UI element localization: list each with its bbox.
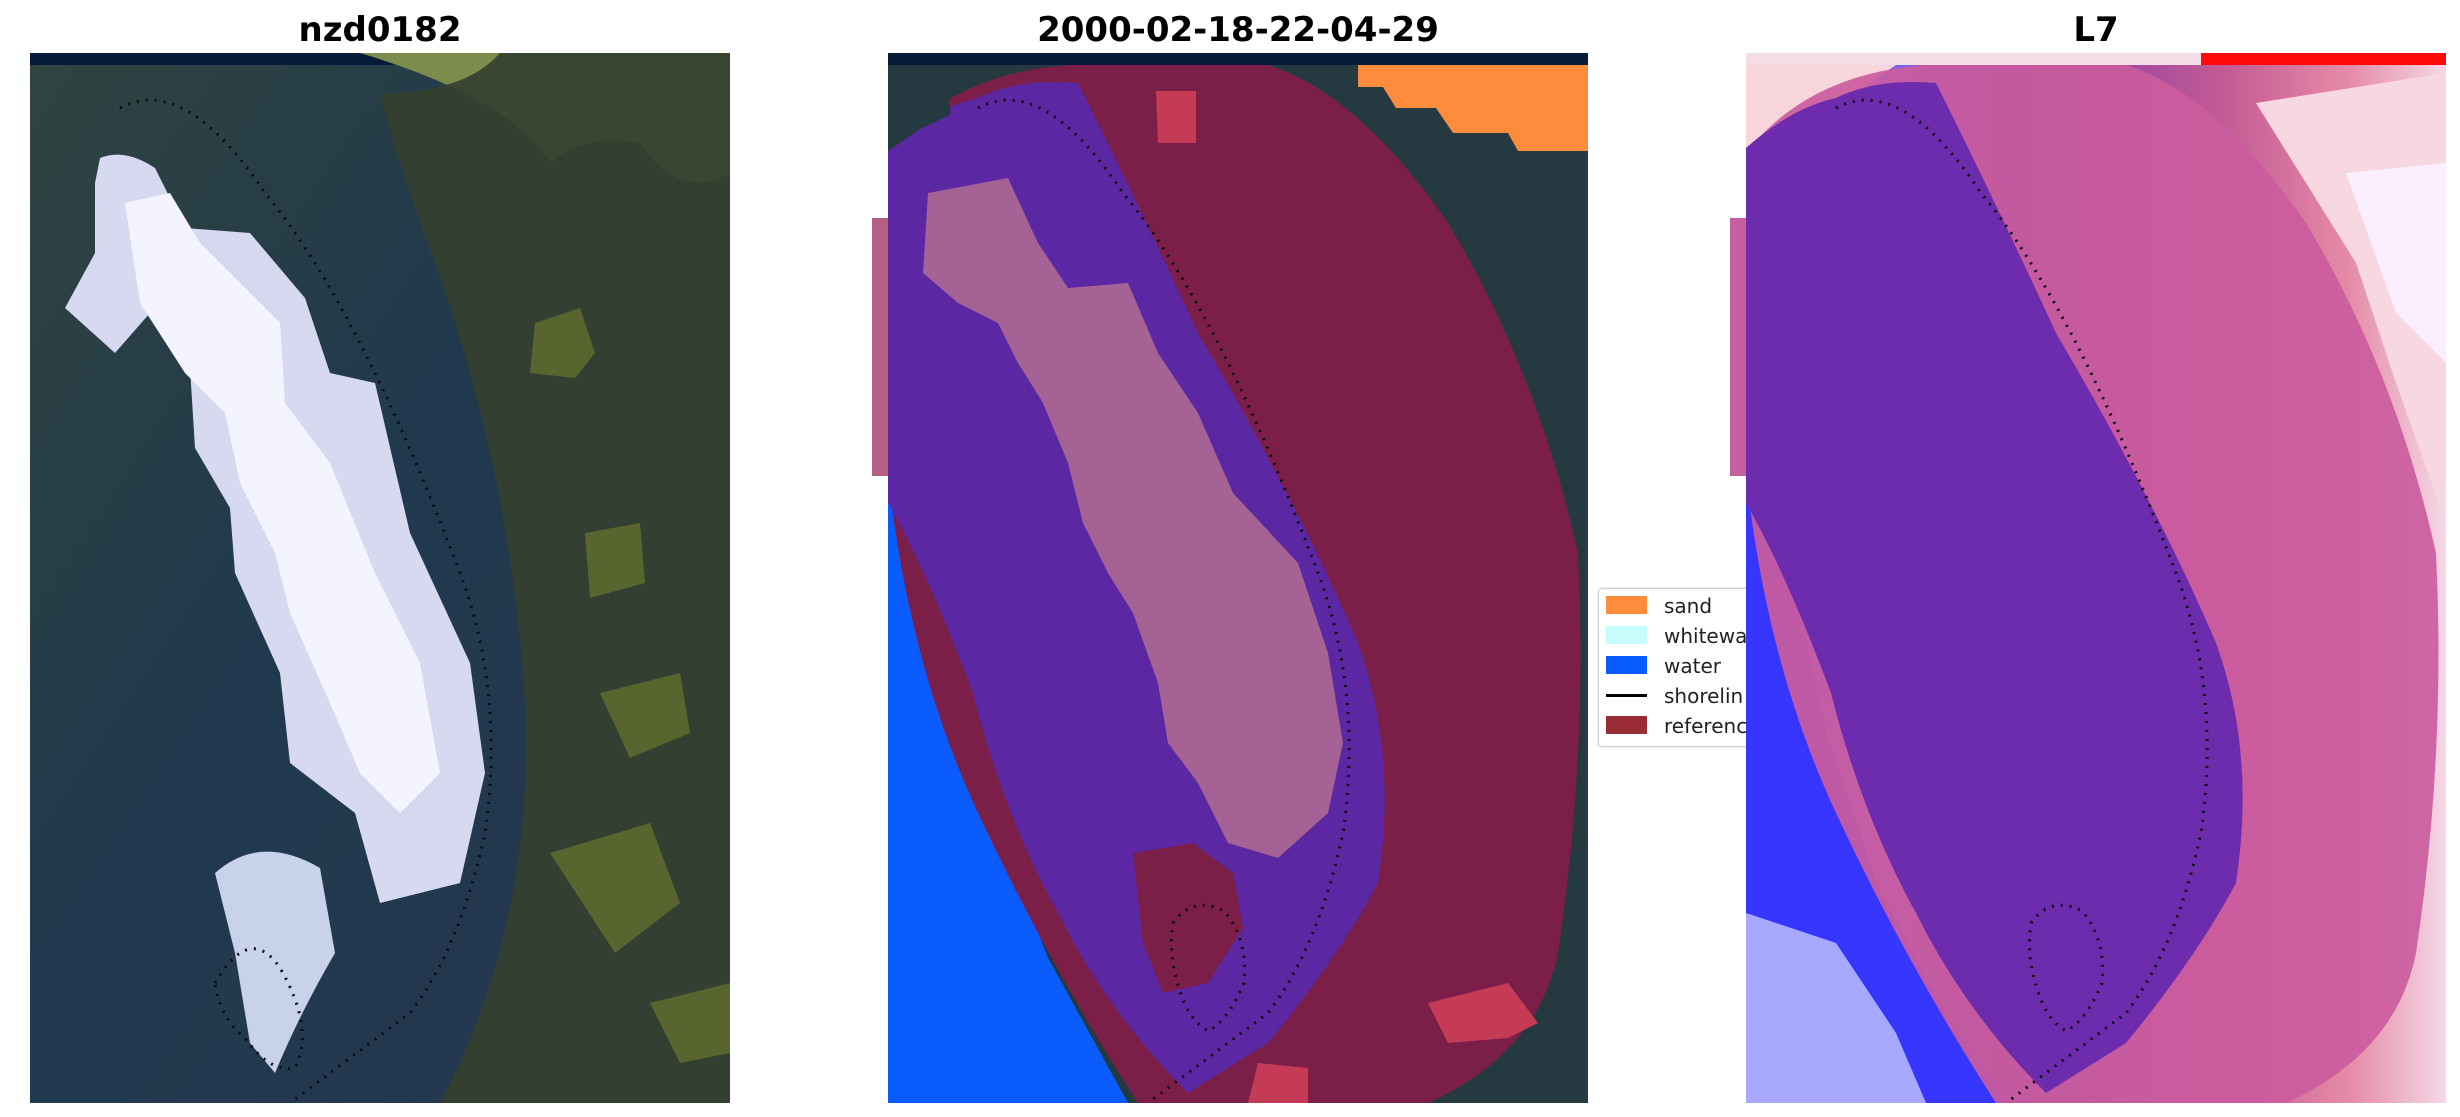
classified-image (888, 53, 1588, 1103)
classification-legend: sand whitewa water shorelin referenc (1598, 588, 1750, 747)
legend-label-whitewater: whitewa (1664, 624, 1748, 648)
middle-panel-title: 2000-02-18-22-04-29 (1037, 10, 1439, 50)
legend-label-water: water (1664, 654, 1721, 678)
legend-label-shoreline: shorelin (1664, 684, 1744, 708)
legend-label-reference: referenc (1664, 714, 1748, 738)
water-swatch (1606, 656, 1647, 674)
shoreline-line-icon (1606, 694, 1647, 697)
reference-buffer-edge-left (872, 218, 889, 476)
sand-swatch (1606, 596, 1647, 614)
reference-swatch (1606, 716, 1647, 734)
left-panel-title: nzd0182 (298, 10, 462, 50)
rgb-satellite-image (30, 53, 730, 1103)
legend-label-sand: sand (1664, 594, 1713, 618)
l7-index-image (1746, 53, 2446, 1103)
whitewater-swatch (1606, 626, 1647, 644)
right-panel-title: L7 (2073, 10, 2119, 50)
index-image-edge-left (1730, 218, 1747, 476)
